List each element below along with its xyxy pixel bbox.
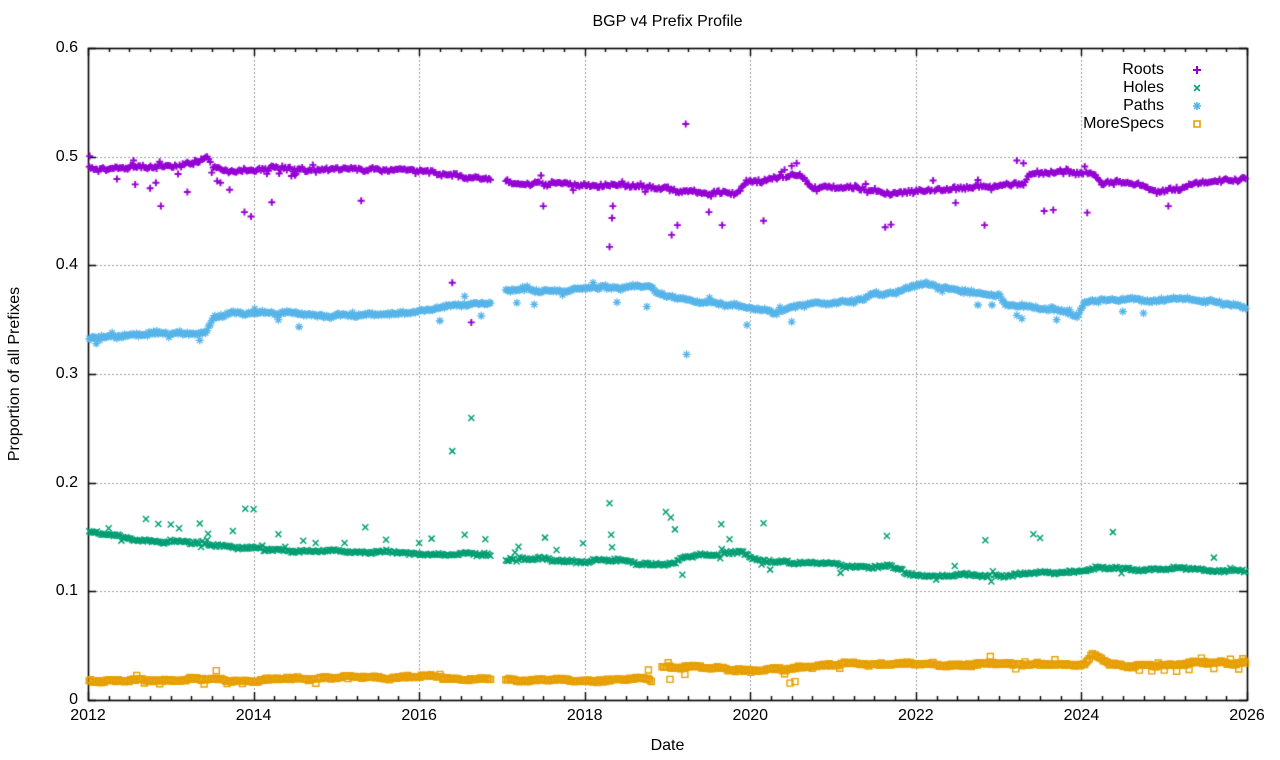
legend-label: Roots [1122,61,1164,78]
x-tick-label: 2016 [401,707,437,724]
y-tick-label: 0.6 [55,39,78,56]
x-tick-label: 2022 [898,707,934,724]
x-tick-label: 2026 [1229,707,1265,724]
legend: Roots Holes Paths MoreSpecs [1083,61,1206,133]
legend-item-holes: Holes [1083,79,1206,97]
y-tick-label: 0.2 [55,473,78,491]
x-tick-label: 2018 [566,707,603,724]
x-axis-label: Date [650,737,685,754]
legend-marker-asterisk-icon [1193,102,1201,110]
x-tick-label: 2012 [70,707,106,724]
x-tick-label: 2020 [732,707,769,724]
legend-item-morespecs: MoreSpecs [1083,115,1206,133]
legend-item-roots: Roots [1083,61,1206,79]
legend-marker-cross-icon [1193,84,1201,92]
x-tick-label: 2014 [235,707,272,724]
y-tick-label: 0.5 [55,147,78,165]
y-tick-label: 0 [69,691,78,708]
legend-marker-square-icon [1193,120,1201,128]
y-tick-label: 0.4 [55,256,78,274]
y-tick-label: 0.1 [55,582,78,600]
legend-item-paths: Paths [1083,97,1206,115]
y-tick-label: 0.3 [55,365,78,382]
legend-marker-plus-icon [1193,66,1201,74]
legend-label: Holes [1123,79,1164,96]
x-tick-label: 2024 [1063,707,1100,724]
chart-title: BGP v4 Prefix Profile [592,13,743,30]
legend-label: Paths [1123,97,1164,114]
legend-label: MoreSpecs [1083,115,1164,132]
